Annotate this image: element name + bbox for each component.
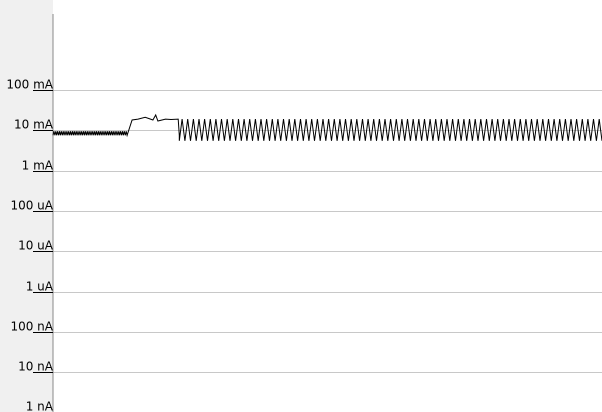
y-tick-label: 10 nA [18, 360, 54, 374]
y-tick-label: 1 uA [26, 280, 54, 294]
series-line-0 [52, 113, 602, 141]
plot-background [53, 0, 602, 412]
y-tick-label: 100 mA [6, 78, 53, 92]
gridlines [53, 90, 602, 373]
y-axis-ticks: 100 mA 10 mA 1 mA 100 uA 10 uA 1 uA 100 nA 10 n… [6, 78, 53, 412]
series-group [52, 113, 602, 141]
y-tick-label: 1 mA [22, 159, 54, 173]
y-tick-label: 1 nA [26, 400, 54, 412]
y-tick-label: 10 uA [18, 239, 54, 253]
y-tick-label: 100 uA [10, 199, 53, 213]
y-tick-label: 10 mA [14, 118, 54, 132]
y-tick-label: 100 nA [10, 320, 53, 334]
